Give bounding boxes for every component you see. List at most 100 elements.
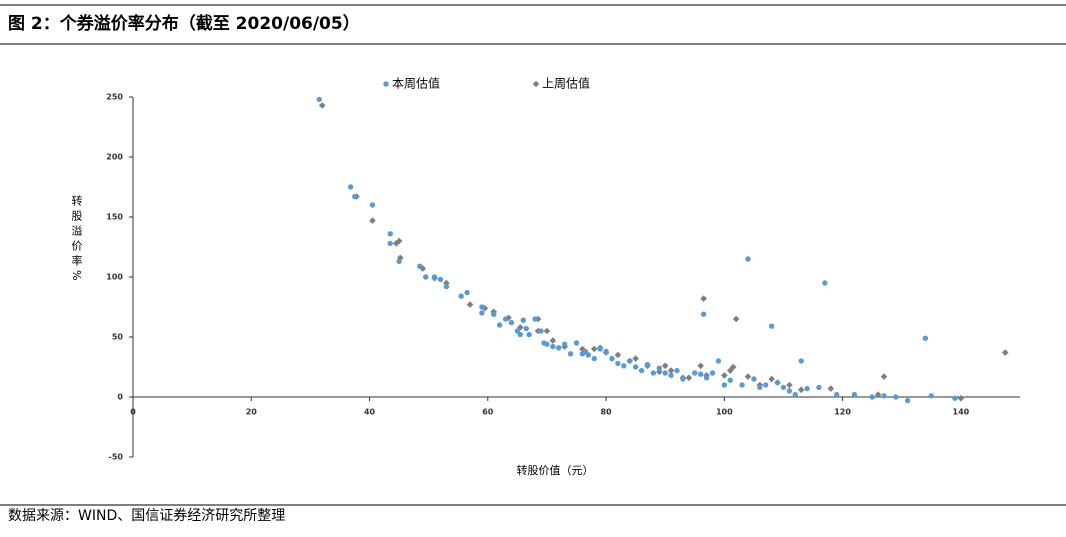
- x-tick-label: 100: [716, 408, 733, 417]
- x-axis-label: 转股价值（元）: [517, 463, 594, 477]
- point: [579, 345, 586, 353]
- point: [726, 367, 734, 374]
- point: [508, 319, 515, 326]
- point: [419, 265, 427, 272]
- point: [757, 384, 763, 391]
- y-tick-label: 150: [106, 213, 123, 222]
- point: [804, 385, 810, 392]
- point: [667, 367, 675, 374]
- point: [768, 323, 775, 329]
- point: [443, 283, 450, 290]
- point: [650, 370, 657, 376]
- point: [621, 363, 627, 369]
- point: [904, 397, 911, 404]
- point: [685, 374, 693, 382]
- point: [347, 184, 354, 190]
- point: [780, 384, 787, 391]
- point: [928, 393, 934, 399]
- point: [721, 382, 728, 388]
- point: [700, 295, 707, 302]
- point: [466, 301, 474, 308]
- legend-marker: [383, 81, 389, 87]
- point: [395, 237, 403, 245]
- point: [893, 394, 899, 400]
- point: [479, 304, 485, 310]
- point: [597, 346, 603, 352]
- point: [763, 382, 769, 388]
- point: [786, 388, 793, 394]
- point: [869, 394, 875, 400]
- point: [744, 373, 752, 380]
- point: [709, 370, 716, 376]
- point: [786, 381, 793, 389]
- x-tick-label: 60: [482, 408, 494, 417]
- point: [727, 377, 733, 383]
- point: [922, 335, 929, 341]
- point: [387, 231, 393, 237]
- point: [567, 351, 574, 357]
- point: [668, 372, 674, 379]
- point: [458, 293, 464, 299]
- point: [638, 367, 645, 374]
- point: [798, 358, 804, 364]
- point: [692, 370, 698, 376]
- point: [396, 258, 402, 265]
- point: [715, 358, 722, 364]
- point: [505, 314, 512, 322]
- point: [751, 376, 757, 382]
- point: [437, 276, 444, 283]
- point: [827, 385, 835, 392]
- point: [517, 331, 524, 338]
- point: [703, 375, 710, 381]
- x-tick-label: 0: [130, 408, 136, 417]
- chart-title: 图 2：个券溢价率分布（截至 2020/06/05）: [8, 13, 360, 34]
- point: [632, 364, 639, 370]
- point: [644, 361, 651, 368]
- point: [632, 355, 639, 362]
- point: [729, 363, 737, 371]
- legend-label: 本周估值: [392, 76, 440, 91]
- x-tick-label: 140: [953, 408, 970, 417]
- point: [952, 395, 958, 401]
- point: [585, 352, 592, 358]
- point: [627, 358, 633, 364]
- point: [656, 365, 662, 371]
- point: [674, 367, 680, 374]
- point: [957, 394, 965, 402]
- point: [697, 362, 704, 370]
- point: [700, 311, 707, 317]
- point: [396, 254, 404, 262]
- y-tick-label: 250: [106, 93, 123, 102]
- point: [479, 310, 485, 316]
- point: [543, 327, 551, 335]
- point: [318, 102, 326, 109]
- y-tick-label: -50: [109, 453, 124, 462]
- point: [316, 96, 322, 103]
- point: [774, 379, 781, 386]
- x-tick-label: 120: [834, 408, 851, 417]
- point: [491, 311, 497, 317]
- point: [431, 274, 438, 280]
- point: [417, 263, 423, 269]
- point: [496, 322, 503, 328]
- point: [662, 370, 668, 376]
- point: [833, 391, 840, 398]
- point: [680, 376, 686, 382]
- point: [352, 193, 358, 200]
- point: [549, 337, 557, 344]
- point: [532, 316, 538, 322]
- y-axis-label: 转股溢价率%: [70, 194, 83, 285]
- point: [1001, 349, 1009, 356]
- point: [609, 355, 615, 362]
- point: [523, 325, 529, 332]
- point: [556, 345, 562, 351]
- point: [423, 274, 429, 280]
- point: [544, 341, 550, 347]
- point: [387, 240, 393, 247]
- point: [561, 341, 568, 347]
- point: [739, 382, 745, 388]
- y-tick-label: 100: [106, 273, 123, 282]
- y-tick-label: 50: [112, 333, 124, 342]
- source: 数据来源：WIND、国信证券经济研究所整理: [8, 508, 285, 524]
